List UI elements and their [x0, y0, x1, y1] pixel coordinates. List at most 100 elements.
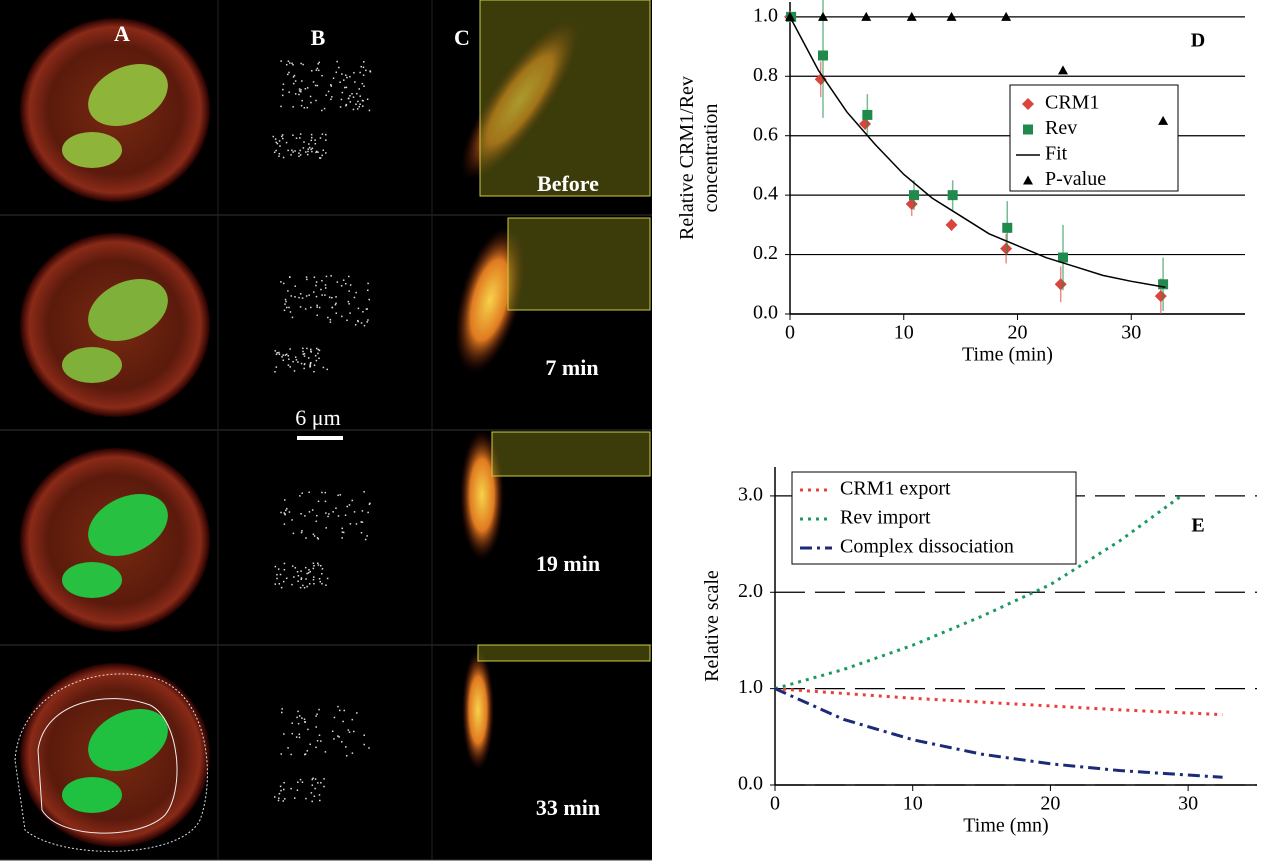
speckle	[364, 538, 367, 541]
speckle	[312, 562, 315, 565]
speckle	[351, 92, 353, 95]
speckle	[312, 533, 315, 536]
speckle	[294, 93, 297, 95]
speckle	[299, 306, 302, 308]
speckle	[353, 296, 356, 299]
speckle	[319, 137, 322, 139]
speckle	[300, 570, 302, 572]
speckle	[288, 91, 290, 93]
speckle	[318, 357, 320, 360]
speckle	[362, 310, 364, 313]
speckle	[306, 347, 308, 350]
marker	[906, 11, 917, 21]
speckle	[330, 84, 332, 86]
speckle	[288, 511, 291, 513]
speckle	[327, 515, 329, 518]
speckle	[365, 69, 367, 72]
series-line	[789, 16, 1166, 288]
speckle	[296, 789, 299, 791]
speckle	[298, 152, 300, 154]
speckle	[321, 279, 323, 282]
speckle	[356, 92, 358, 95]
speckle	[309, 743, 311, 746]
speckle	[363, 743, 365, 746]
speckle	[281, 94, 284, 97]
speckle	[290, 295, 293, 297]
speckle	[291, 583, 293, 586]
speckle	[368, 503, 371, 506]
speckle	[337, 735, 339, 737]
speckle	[292, 106, 294, 108]
y-tick-label: 2.0	[738, 580, 763, 602]
speckle	[357, 307, 360, 310]
speckle	[327, 316, 329, 319]
speckle	[311, 70, 313, 72]
speckle	[361, 99, 364, 102]
speckle	[307, 357, 310, 359]
speckle	[282, 88, 284, 91]
marker	[1158, 279, 1169, 290]
cloud	[462, 650, 494, 770]
speckle	[300, 362, 303, 365]
speckle	[278, 353, 281, 355]
speckle	[301, 99, 303, 102]
y-tick-label: 3.0	[738, 484, 763, 506]
speckle	[333, 716, 336, 719]
chart: 0.0 1.0 2.0 3.0 0 10 20 30 Time (mn) Relative sca…	[701, 467, 1257, 837]
speckle	[366, 98, 369, 101]
speckle	[341, 527, 343, 530]
speckle	[319, 799, 321, 802]
speckle	[334, 303, 337, 306]
speckle	[292, 82, 295, 85]
speckle	[302, 584, 304, 587]
speckle	[296, 716, 298, 719]
speckle	[352, 730, 355, 733]
speckle	[303, 367, 305, 370]
speckle	[307, 148, 309, 150]
speckle	[347, 300, 350, 303]
speckle	[306, 106, 309, 109]
speckle	[301, 717, 303, 719]
speckle	[290, 154, 292, 156]
speckle	[310, 351, 313, 353]
speckle	[325, 527, 327, 529]
speckle	[283, 562, 286, 565]
speckle	[289, 348, 291, 350]
speckle	[281, 135, 283, 138]
speckle	[311, 509, 314, 511]
speckle	[344, 283, 347, 285]
speckle	[314, 787, 316, 790]
speckle	[356, 108, 359, 110]
speckle	[358, 88, 360, 90]
speckle	[338, 736, 340, 738]
speckle	[357, 319, 359, 322]
speckle	[300, 578, 303, 581]
speckle	[306, 87, 309, 89]
speckle	[349, 101, 352, 103]
time-label: 33 min	[536, 795, 600, 820]
speckle	[360, 531, 363, 534]
speckle	[303, 107, 306, 109]
speckle	[287, 364, 290, 366]
scale-bar-label: 6 μm	[295, 405, 340, 430]
speckle	[335, 302, 337, 305]
speckle	[348, 275, 350, 278]
speckle	[317, 348, 320, 351]
speckle	[308, 294, 310, 296]
y-axis-title: Relative CRM1/Rev concentration	[676, 76, 722, 240]
speckle	[325, 512, 327, 514]
speckle	[317, 500, 320, 503]
speckle	[331, 306, 333, 309]
speckle	[321, 133, 324, 135]
speckle	[326, 577, 329, 580]
speckle	[366, 308, 368, 310]
speckle	[300, 531, 303, 534]
speckle	[342, 279, 345, 281]
speckle	[318, 734, 321, 737]
speckle	[324, 294, 326, 296]
speckle	[349, 523, 352, 525]
speckle	[309, 363, 312, 365]
speckle	[297, 580, 299, 583]
speckle	[289, 62, 291, 64]
speckle	[286, 507, 288, 510]
